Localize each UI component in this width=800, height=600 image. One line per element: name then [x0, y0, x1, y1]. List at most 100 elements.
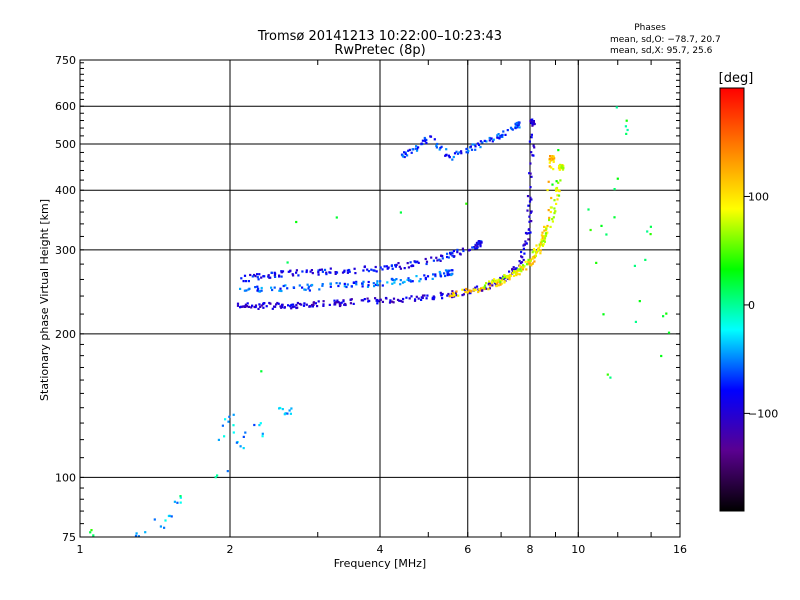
echo-point	[561, 168, 565, 171]
echo-point	[407, 266, 410, 269]
echo-point	[435, 256, 438, 259]
echo-point	[475, 285, 479, 288]
echo-point	[425, 297, 428, 300]
echo-point	[452, 294, 455, 297]
echo-point	[280, 289, 283, 293]
echo-point	[542, 239, 545, 242]
echo-point	[495, 283, 498, 286]
echo-point	[397, 262, 400, 265]
echo-point	[243, 305, 247, 308]
echo-point	[436, 259, 439, 262]
echo-point	[500, 134, 503, 137]
echo-point	[455, 150, 458, 153]
echo-point	[533, 146, 536, 149]
echo-point	[432, 295, 435, 298]
echo-point	[245, 289, 248, 292]
echo-point	[409, 279, 412, 282]
echo-point	[473, 143, 476, 146]
echo-point	[289, 412, 292, 415]
echo-point	[493, 278, 496, 281]
echo-point	[440, 294, 443, 297]
echo-point	[406, 262, 409, 265]
echo-point	[337, 301, 340, 304]
echo-point	[537, 247, 540, 250]
echo-point	[406, 154, 409, 157]
echo-point	[488, 139, 491, 142]
echo-point	[417, 297, 420, 300]
echo-point	[589, 228, 592, 232]
echo-point	[550, 196, 553, 200]
echo-point	[514, 267, 517, 271]
echo-point	[543, 237, 547, 240]
echo-point	[527, 238, 530, 241]
y-tick-label: 75	[62, 531, 76, 544]
echo-point	[244, 280, 248, 283]
echo-point	[471, 246, 475, 249]
echo-point	[265, 305, 268, 308]
echo-point	[179, 496, 182, 499]
echo-point	[375, 299, 378, 302]
echo-point	[529, 263, 532, 266]
echo-point	[375, 270, 378, 273]
echo-point	[533, 249, 536, 252]
echo-point	[595, 261, 598, 264]
echo-point	[242, 435, 245, 438]
echo-point	[587, 208, 590, 211]
echo-point	[134, 534, 138, 537]
echo-point	[649, 233, 652, 236]
echo-point	[624, 125, 627, 128]
echo-point	[421, 296, 424, 299]
echo-point	[321, 284, 324, 287]
echo-point	[346, 269, 349, 272]
echo-point	[335, 282, 338, 285]
echo-point	[446, 294, 449, 297]
echo-point	[407, 277, 410, 280]
echo-point	[280, 306, 283, 309]
echo-point	[447, 271, 450, 274]
echo-point	[530, 198, 533, 201]
echo-point	[464, 290, 467, 294]
echo-point	[394, 265, 397, 268]
echo-point	[312, 303, 315, 306]
echo-point	[311, 305, 314, 308]
echo-point	[343, 282, 346, 285]
echo-point	[444, 154, 447, 157]
echo-point	[477, 143, 481, 146]
echo-point	[504, 133, 507, 136]
echo-point	[557, 149, 560, 152]
echo-point	[274, 275, 277, 278]
echo-point	[247, 280, 250, 283]
echo-point	[613, 188, 616, 191]
echo-point	[390, 264, 393, 267]
echo-point	[496, 136, 499, 139]
echo-point	[474, 148, 477, 151]
echo-point	[333, 301, 336, 305]
echo-point	[257, 287, 260, 290]
echo-point	[556, 198, 559, 201]
echo-point	[474, 247, 477, 250]
echo-point	[424, 257, 427, 261]
echo-point	[547, 209, 550, 212]
echo-point	[333, 299, 336, 302]
echo-point	[483, 139, 486, 142]
echo-point	[256, 289, 259, 292]
echo-point	[381, 284, 384, 287]
echo-point	[295, 271, 298, 274]
x-tick-label: 2	[227, 543, 234, 556]
echo-point	[496, 282, 499, 285]
x-axis-ticks: 1 2 4 6 8 10 16	[77, 60, 687, 556]
echo-point	[455, 290, 458, 293]
echo-point	[290, 407, 293, 410]
echo-point	[301, 270, 304, 273]
echo-point	[247, 305, 250, 308]
echo-point	[409, 261, 412, 264]
echo-point	[354, 281, 357, 285]
echo-point	[267, 274, 270, 277]
echo-point	[176, 501, 179, 504]
echo-point	[552, 159, 555, 162]
echo-point	[374, 297, 377, 300]
echo-point	[333, 303, 336, 306]
echo-point	[524, 260, 527, 263]
echo-point	[402, 297, 405, 301]
echo-point	[163, 526, 166, 529]
